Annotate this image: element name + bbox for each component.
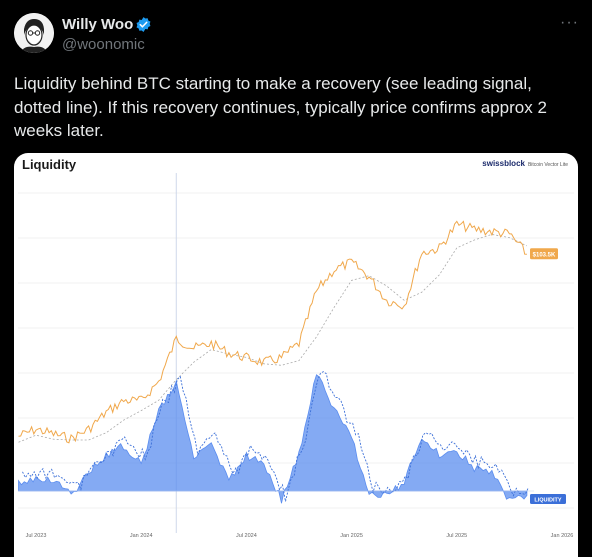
liquidity-area bbox=[18, 374, 528, 504]
x-tick-label: Jul 2023 bbox=[26, 533, 47, 539]
liquidity-label: LIQUIDITY bbox=[534, 498, 562, 504]
liquidity-leading-signal bbox=[22, 371, 529, 502]
verified-badge-icon bbox=[136, 17, 151, 32]
liquidity-chart: $103.5K LIQUIDITY Jul 2023 Jan 2024 Jul 2024… bbox=[18, 173, 574, 539]
tweet-text: Liquidity behind BTC starting to make a … bbox=[14, 74, 547, 140]
author-handle[interactable]: @woonomic bbox=[62, 36, 145, 53]
brand-subtitle: Bitcoin Vector Lite bbox=[527, 162, 568, 168]
price-line bbox=[18, 220, 527, 444]
price-label: $103.5K bbox=[533, 253, 556, 259]
x-tick-label: Jul 2025 bbox=[446, 533, 467, 539]
author-name[interactable]: Willy Woo bbox=[62, 16, 134, 33]
avatar[interactable] bbox=[14, 13, 54, 53]
chart-title: Liquidity bbox=[22, 157, 77, 172]
price-label-box bbox=[530, 248, 558, 260]
x-tick-label: Jan 2025 bbox=[340, 533, 363, 539]
x-tick-label: Jul 2024 bbox=[236, 533, 257, 539]
liquidity-label-box bbox=[530, 494, 566, 504]
more-options-icon[interactable]: ··· bbox=[560, 14, 579, 31]
price-moving-average bbox=[18, 233, 528, 443]
x-tick-label: Jan 2024 bbox=[130, 533, 153, 539]
brand-logo: swissblock Bitcoin Vector Lite bbox=[482, 159, 568, 168]
x-tick-label: Jan 2026 bbox=[551, 533, 574, 539]
avatar-portrait-icon bbox=[14, 13, 54, 53]
brand-name: swissblock bbox=[482, 159, 525, 168]
chart-image[interactable]: Liquidity swissblock Bitcoin Vector Lite … bbox=[14, 153, 578, 557]
